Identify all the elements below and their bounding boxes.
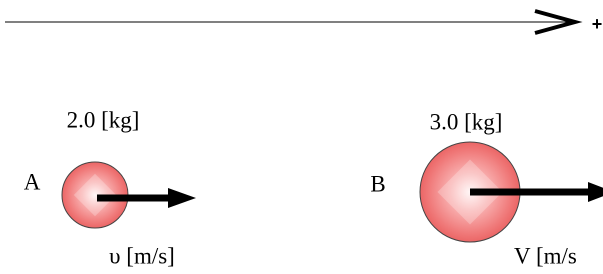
body-label: A [24,169,41,194]
velocity-arrowhead [588,182,603,202]
axis-sign: + [592,14,603,34]
velocity-arrowhead [168,188,196,208]
mass-label: 3.0 [kg] [430,109,503,134]
mass-label: 2.0 [kg] [67,107,140,132]
body-label: B [370,171,385,196]
velocity-label: υ [m/s] [109,243,175,268]
page: + 2.0 [kg] A υ [m/s] 3.0 [kg] B V [m/s (… [0,0,603,274]
diagram: + 2.0 [kg] A υ [m/s] 3.0 [kg] B V [m/s [0,0,603,274]
velocity-label: V [m/s [514,243,577,268]
